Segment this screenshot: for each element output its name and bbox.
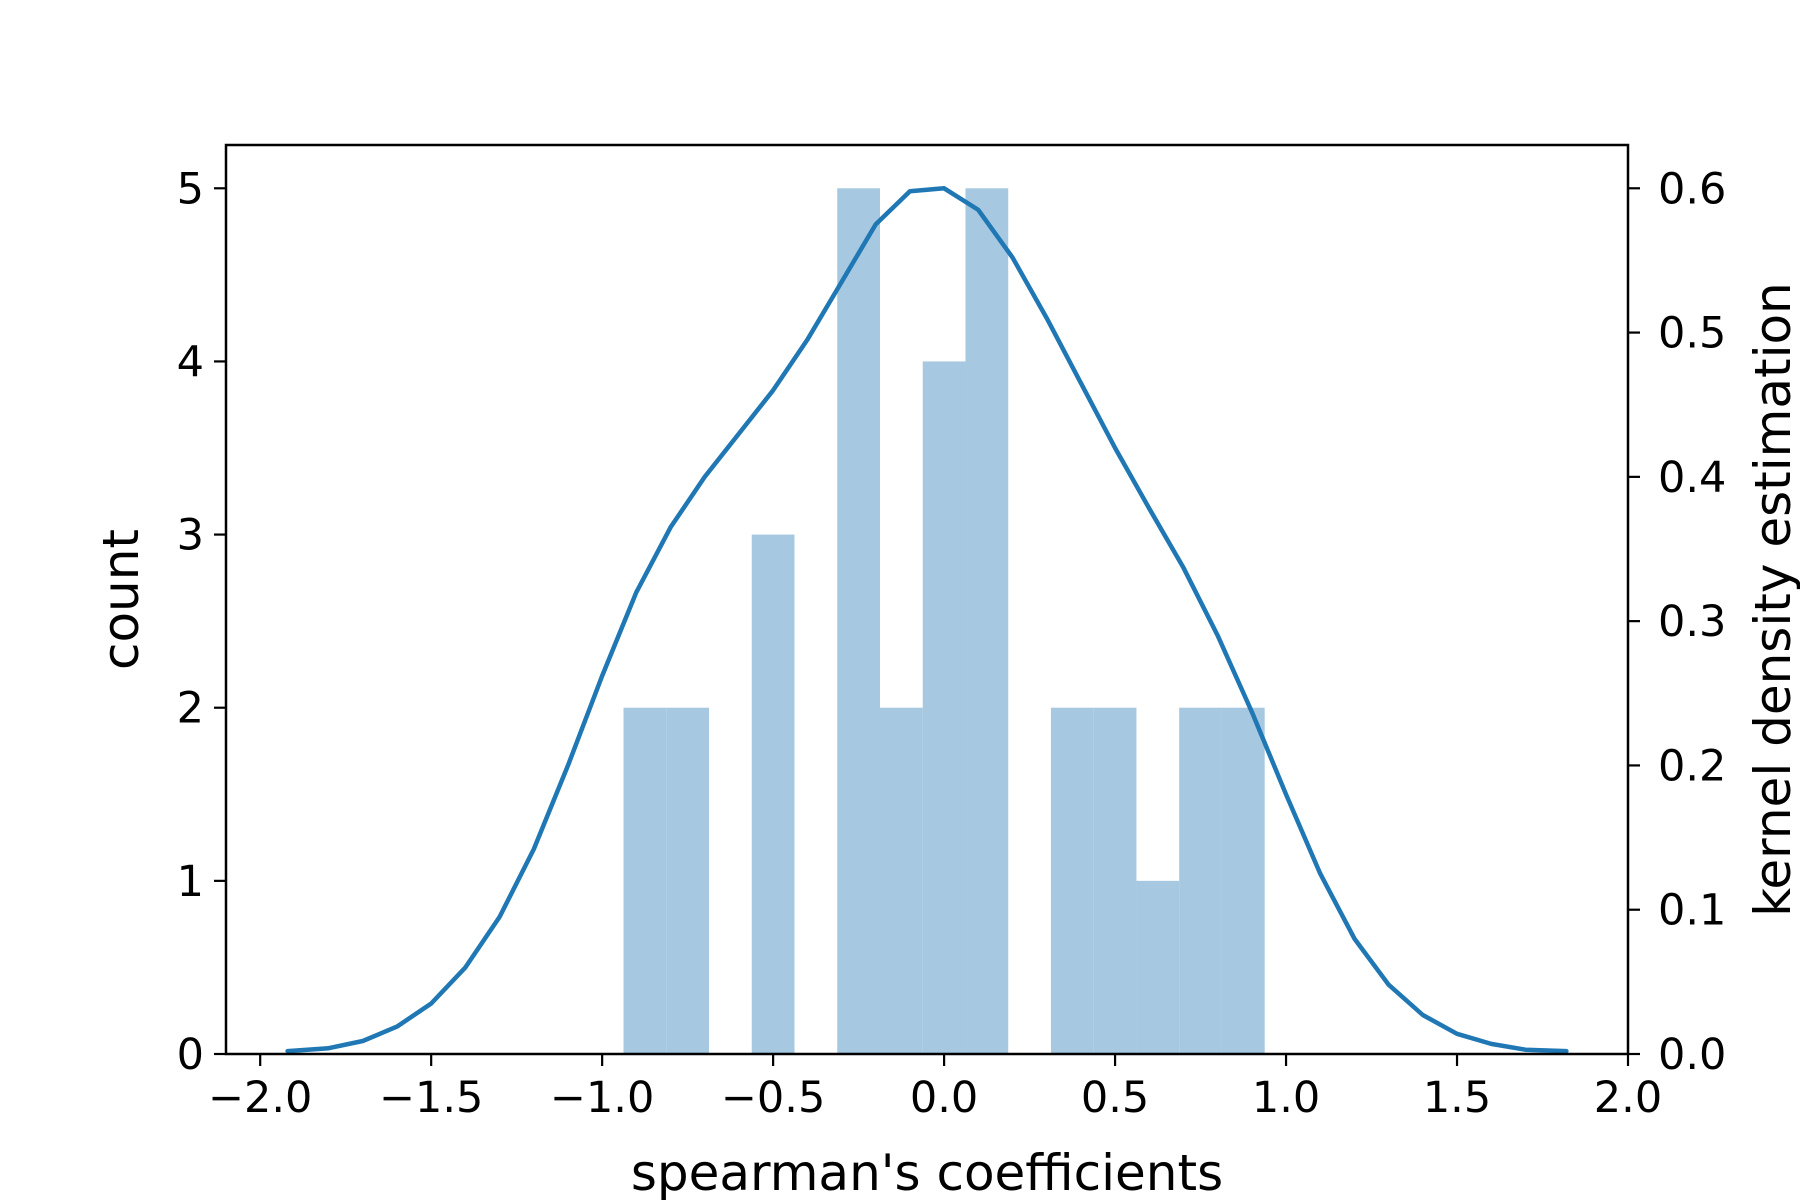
histogram-bar (837, 188, 880, 1055)
histogram-bar (666, 707, 710, 1054)
y2-axis-title: kernel density estimation (1744, 282, 1800, 917)
y-tick-label: 1 (177, 857, 204, 907)
y-tick-label: 0 (177, 1030, 204, 1080)
x-tick-label: 2.0 (1594, 1073, 1662, 1123)
x-tick-label: 1.0 (1252, 1073, 1320, 1123)
histogram-bar (1221, 707, 1265, 1054)
x-tick-label: 1.5 (1423, 1073, 1491, 1123)
kde-curve (285, 186, 1569, 1054)
y2-tick-label: 0.1 (1658, 886, 1726, 936)
y-tick-label: 4 (177, 337, 204, 387)
histogram-bar (751, 534, 795, 1054)
histogram-bar (965, 188, 1009, 1055)
x-tick-label: −2.0 (208, 1073, 312, 1123)
x-axis-title: spearman's coefficients (631, 1144, 1223, 1200)
y-axis-right: 0.0 0.1 0.2 0.3 0.4 0.5 0.6 (1628, 164, 1726, 1080)
y-tick-label: 3 (177, 511, 204, 561)
y2-tick-label: 0.3 (1658, 597, 1726, 647)
y-tick-label: 2 (177, 684, 204, 734)
x-tick-label: 0.0 (910, 1073, 978, 1123)
histogram-bars (623, 188, 1265, 1055)
histogram-bar (879, 707, 923, 1054)
histogram-bar (1136, 880, 1180, 1054)
histogram-bar (1050, 707, 1094, 1054)
y2-tick-label: 0.5 (1658, 309, 1726, 359)
histogram-bar (1093, 707, 1137, 1054)
x-tick-label: −1.0 (550, 1073, 654, 1123)
y2-tick-label: 0.6 (1658, 164, 1726, 214)
x-tick-label: 0.5 (1081, 1073, 1149, 1123)
y-tick-label: 5 (177, 164, 204, 214)
histogram-bar (922, 361, 966, 1054)
y2-tick-label: 0.4 (1658, 453, 1726, 503)
histogram-bar (623, 707, 667, 1054)
y-axis-left: 0 1 2 3 4 5 (177, 164, 226, 1080)
y2-tick-label: 0.2 (1658, 741, 1726, 791)
histogram-bar (1179, 707, 1222, 1054)
y-axis-title: count (92, 529, 150, 670)
y2-tick-label: 0.0 (1658, 1030, 1726, 1080)
x-tick-label: −1.5 (379, 1073, 483, 1123)
plot-frame (224, 143, 1630, 1056)
x-tick-label: −0.5 (721, 1073, 825, 1123)
kde-curve-group (285, 186, 1569, 1054)
x-axis: −2.0 −1.5 −1.0 −0.5 0.0 0.5 1.0 1.5 2.0 (208, 1054, 1662, 1123)
